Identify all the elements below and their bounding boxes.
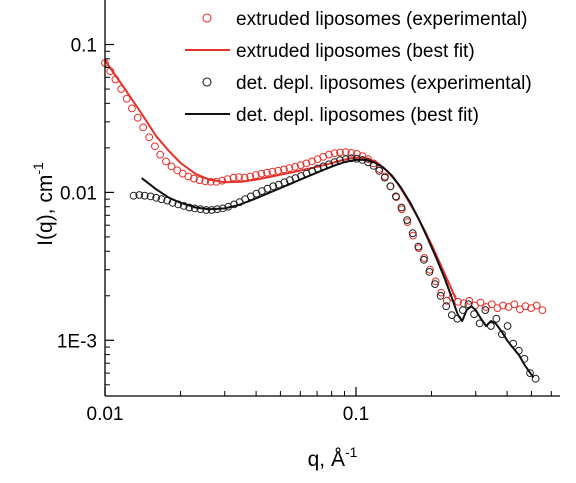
- data-point: [380, 173, 389, 182]
- data-point: [195, 176, 204, 185]
- legend-marker-swatch: [202, 77, 212, 87]
- data-point: [257, 169, 266, 178]
- data-point: [476, 298, 485, 307]
- series-2: [104, 59, 457, 300]
- data-point: [531, 374, 540, 383]
- y-tick-label: 0.01: [60, 183, 97, 204]
- data-point: [454, 297, 463, 306]
- data-point: [122, 94, 131, 103]
- data-point: [336, 148, 344, 157]
- legend-label: det. depl. liposomes (experimental): [236, 73, 532, 94]
- data-point: [184, 172, 193, 181]
- data-point: [251, 171, 260, 180]
- data-point: [521, 302, 530, 311]
- legend-item: det. depl. liposomes (experimental): [202, 73, 532, 94]
- data-point: [139, 123, 148, 132]
- data-point: [229, 173, 238, 182]
- data-point: [135, 191, 144, 199]
- data-point: [487, 300, 496, 309]
- legend: extruded liposomes (experimental) extrude…: [185, 9, 532, 126]
- data-point: [347, 149, 356, 157]
- fit-line: [104, 59, 457, 300]
- data-point: [397, 203, 406, 212]
- data-point: [179, 202, 188, 210]
- data-point: [296, 161, 305, 170]
- data-point: [526, 369, 534, 378]
- legend-item: det. depl. liposomes (best fit): [185, 105, 479, 126]
- data-point: [302, 159, 311, 168]
- data-point: [352, 154, 361, 163]
- data-point: [414, 242, 423, 251]
- data-point: [291, 162, 300, 171]
- data-point: [206, 177, 215, 186]
- series-1: [101, 59, 547, 315]
- data-point: [442, 302, 451, 311]
- data-point: [145, 133, 154, 142]
- legend-label: det. depl. liposomes (best fit): [236, 105, 479, 126]
- data-point: [437, 288, 446, 297]
- data-point: [431, 280, 439, 289]
- data-point: [235, 173, 243, 182]
- data-point: [408, 229, 417, 238]
- data-point: [129, 191, 138, 200]
- plot-data: [101, 59, 547, 383]
- data-point: [392, 192, 400, 201]
- data-point: [285, 164, 294, 173]
- data-point: [269, 182, 278, 191]
- data-point: [510, 300, 519, 309]
- data-point: [133, 113, 142, 122]
- data-point: [420, 255, 428, 264]
- y-tick-label: 1E-3: [57, 331, 97, 352]
- data-point: [162, 157, 170, 166]
- legend-label: extruded liposomes (experimental): [236, 9, 527, 30]
- fit-line: [141, 158, 535, 379]
- data-point: [156, 150, 165, 159]
- data-point: [173, 166, 182, 175]
- data-point: [403, 216, 412, 225]
- data-point: [481, 306, 490, 315]
- x-tick-label: 0.01: [87, 404, 124, 425]
- data-point: [436, 291, 445, 300]
- data-point: [280, 165, 288, 174]
- data-point: [157, 195, 166, 204]
- axis-ticks: 0.01 0.1 1E-3 0.01 0.1: [57, 36, 552, 425]
- data-point: [492, 314, 501, 323]
- data-point: [442, 296, 451, 305]
- legend-item: extruded liposomes (best fit): [185, 41, 475, 62]
- legend-item: extruded liposomes (experimental): [202, 9, 527, 30]
- data-point: [532, 301, 541, 310]
- x-axis-title: q, Å-1: [308, 444, 358, 471]
- series-4: [141, 158, 535, 379]
- data-point: [375, 166, 384, 175]
- data-point: [151, 142, 159, 151]
- x-tick-label: 0.1: [343, 404, 369, 425]
- data-point: [425, 268, 434, 276]
- data-point: [503, 322, 512, 330]
- legend-label: extruded liposomes (best fit): [236, 41, 475, 62]
- data-point: [465, 296, 474, 305]
- data-point: [152, 193, 161, 202]
- data-point: [330, 149, 339, 158]
- data-point: [263, 168, 271, 177]
- data-point: [167, 162, 176, 171]
- y-axis-title: I(q), cm-1: [30, 162, 57, 246]
- data-point: [499, 301, 507, 310]
- data-point: [538, 306, 547, 315]
- data-point: [146, 192, 155, 201]
- legend-marker-swatch: [202, 13, 212, 23]
- series-3: [129, 154, 540, 383]
- data-point: [140, 191, 149, 200]
- data-point: [447, 311, 456, 320]
- data-point: [190, 174, 198, 183]
- data-point: [386, 182, 395, 191]
- data-point: [268, 167, 277, 176]
- data-point: [325, 150, 333, 159]
- data-point: [128, 104, 136, 113]
- y-tick-label: 0.1: [71, 36, 97, 57]
